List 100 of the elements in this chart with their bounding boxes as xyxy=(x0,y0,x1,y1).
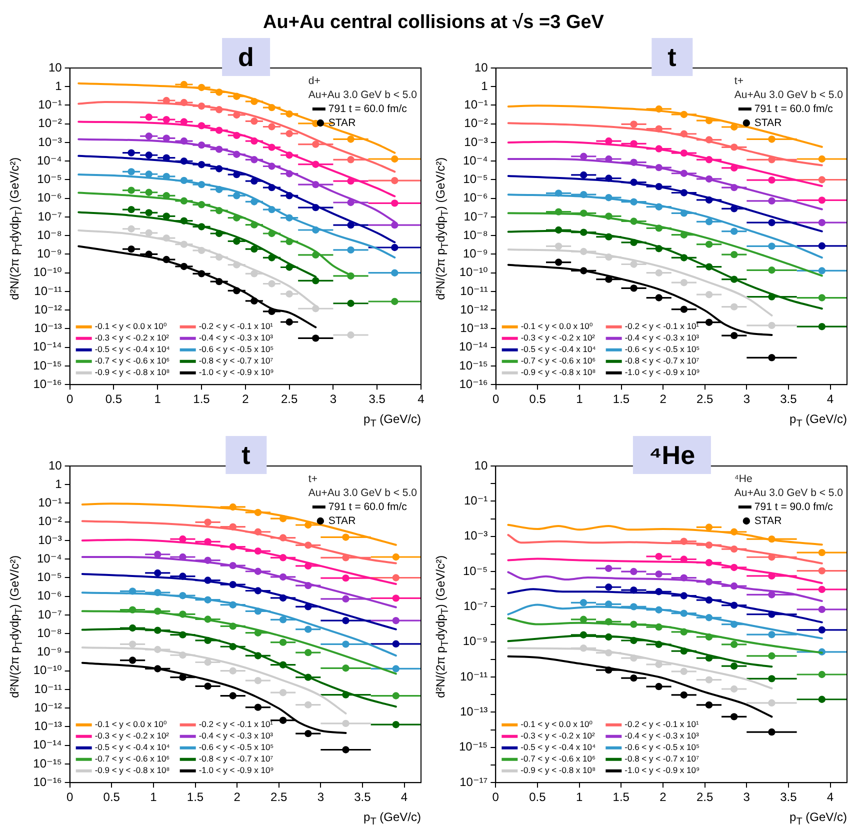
legend-label: -1.0 < y < -0.9 x 10⁹ xyxy=(624,765,700,776)
legend-label: -0.7 < y < -0.6 x 10⁶ xyxy=(94,754,170,764)
legend-label: -0.3 < y < -0.2 x 10² xyxy=(520,332,596,343)
y-tick-label: 10⁻¹⁵ xyxy=(33,358,62,372)
x-tick-label: 2.5 xyxy=(270,790,288,804)
y-tick-label: 10⁻¹ xyxy=(38,98,62,112)
point xyxy=(554,242,562,250)
chart-title: Au+Au central collisions at √s =3 GeV xyxy=(262,11,605,35)
legend-label: STAR xyxy=(328,116,356,129)
y-tick-label: 10⁻⁵ xyxy=(463,172,488,186)
point xyxy=(128,656,136,664)
y-tick-label: 10 xyxy=(48,60,62,74)
point xyxy=(204,518,212,526)
point xyxy=(705,240,713,248)
y-tick-label: 10 xyxy=(48,458,62,472)
point xyxy=(312,334,320,342)
point xyxy=(286,130,293,138)
x-axis-title: p$_{T}$ (GeV/c) xyxy=(364,810,421,827)
annotation: ⁴He xyxy=(734,472,752,486)
point xyxy=(342,664,350,672)
point xyxy=(128,149,135,156)
point xyxy=(391,200,398,207)
x-tick-label: 1 xyxy=(576,392,584,406)
y-tick-label: 10⁻⁸ xyxy=(37,626,62,640)
legend-label: -0.4 < y < -0.3 x 10³ xyxy=(198,730,274,741)
point xyxy=(204,682,212,690)
point xyxy=(818,176,826,184)
point xyxy=(818,155,826,163)
annotation: Au+Au 3.0 GeV b < 5.0 xyxy=(734,486,843,500)
point xyxy=(818,670,826,678)
x-axis-title: p$_{T}$ (GeV/c) xyxy=(790,412,847,429)
point xyxy=(768,675,776,682)
point xyxy=(680,668,688,675)
annotation: d xyxy=(222,38,270,76)
annotation: d+ xyxy=(308,74,320,88)
annotation: Au+Au 3.0 GeV b < 5.0 xyxy=(308,486,417,500)
point xyxy=(818,323,826,330)
x-tick-label: 2.5 xyxy=(696,790,714,804)
point xyxy=(730,228,738,235)
y-tick-label: 10⁻⁵ xyxy=(37,570,62,584)
point xyxy=(818,626,826,634)
y-tick-label: 10⁻¹⁰ xyxy=(33,265,62,280)
y-tick-label: 10⁻³ xyxy=(38,532,62,547)
legend-label: -0.9 < y < -0.8 x 10⁸ xyxy=(94,765,170,776)
y-tick-label: 10⁻⁹ xyxy=(463,246,488,261)
point xyxy=(580,152,588,160)
x-tick-label: 0 xyxy=(492,392,500,406)
y-tick-label: 10⁻⁹ xyxy=(462,634,488,648)
point xyxy=(342,534,350,541)
point xyxy=(768,322,776,330)
x-tick-label: 2.5 xyxy=(696,392,714,406)
legend-label: -0.7 < y < -0.6 x 10⁶ xyxy=(520,356,596,366)
point xyxy=(254,676,262,684)
point xyxy=(145,114,152,121)
x-tick-label: 4 xyxy=(400,790,408,804)
y-tick-label: 10⁻⁶ xyxy=(37,588,62,603)
y-tick-label: 1 xyxy=(55,78,62,93)
line-series xyxy=(507,534,823,564)
point xyxy=(391,269,398,276)
x-axis-title: p$_{T}$ (GeV/c) xyxy=(790,810,847,827)
point xyxy=(630,284,638,292)
x-tick-label: 1 xyxy=(576,790,583,804)
point xyxy=(229,692,236,700)
y-tick-label: 10⁻³ xyxy=(464,134,488,149)
y-tick-label: 10⁻¹⁶ xyxy=(33,774,62,789)
legend-label: STAR xyxy=(754,514,782,527)
point xyxy=(730,303,738,310)
point xyxy=(392,574,400,582)
point xyxy=(204,658,212,666)
point xyxy=(392,721,400,728)
point xyxy=(604,584,612,591)
legend-label: -0.4 < y < -0.3 x 10³ xyxy=(624,730,699,741)
y-tick-label: 10⁻⁸ xyxy=(463,228,488,242)
legend-label: -0.5 < y < -0.4 x 10⁴ xyxy=(520,344,596,354)
point xyxy=(342,616,350,624)
point xyxy=(145,188,152,196)
point xyxy=(655,570,662,578)
point xyxy=(730,332,738,340)
point xyxy=(128,245,135,253)
y-tick-label: 10⁻¹³ xyxy=(460,704,488,719)
point xyxy=(128,186,135,194)
point xyxy=(655,682,662,690)
x-tick-label: 3.5 xyxy=(780,392,798,406)
line-series xyxy=(507,524,823,546)
y-tick-label: 10⁻¹¹ xyxy=(460,669,488,684)
y-tick-label: 10⁻¹ xyxy=(464,493,488,508)
annotation: t xyxy=(226,436,266,474)
legend-label: -0.8 < y < -0.7 x 10⁷ xyxy=(624,356,700,366)
legend-label: -0.7 < y < -0.6 x 10⁶ xyxy=(94,356,170,366)
point xyxy=(286,290,293,298)
point xyxy=(154,550,162,558)
point xyxy=(705,218,713,226)
point xyxy=(818,196,826,204)
legend-label: -0.1 < y < 0.0 x 10⁰ xyxy=(520,321,594,332)
point xyxy=(128,168,135,176)
y-tick-label: 10⁻¹¹ xyxy=(34,682,62,696)
point xyxy=(347,331,354,339)
y-tick-label: 10⁻⁹ xyxy=(37,644,62,659)
y-tick-label: 10 xyxy=(474,458,488,472)
point xyxy=(655,552,662,560)
